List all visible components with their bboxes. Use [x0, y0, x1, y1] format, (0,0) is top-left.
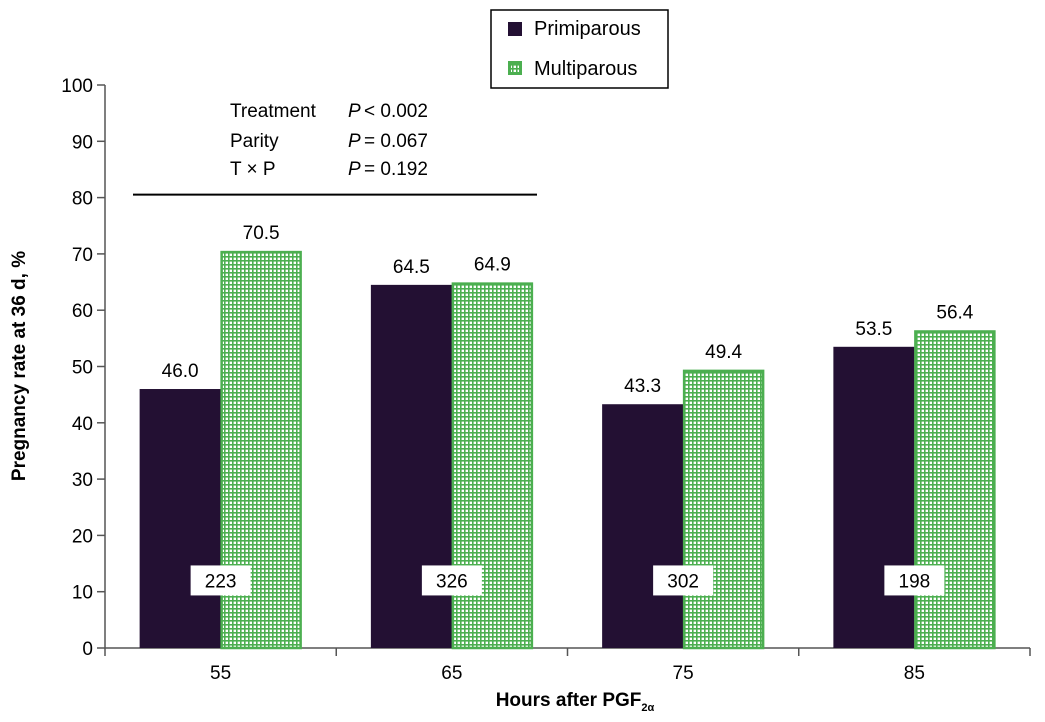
- y-tick-label: 0: [82, 639, 93, 660]
- y-tick-label: 60: [72, 301, 93, 322]
- data-label: 56.4: [936, 302, 973, 323]
- y-tick-label: 30: [72, 470, 93, 491]
- x-ticks: 55 65 75 85: [104, 648, 1031, 684]
- y-tick-label: 20: [72, 526, 93, 547]
- stats-effect: Parity: [230, 131, 279, 152]
- data-label: 46.0: [162, 361, 199, 382]
- data-label: 64.5: [393, 257, 430, 278]
- count-label: 326: [436, 571, 468, 592]
- x-axis-label-main: Hours after PGF: [496, 690, 642, 711]
- stats-p-symbol: P: [348, 159, 361, 180]
- bar-multiparous: [682, 369, 765, 650]
- bar-primiparous: [139, 389, 221, 648]
- stats-effect: Treatment: [230, 101, 317, 122]
- x-tick-label: 85: [904, 663, 925, 684]
- count-label: 198: [899, 571, 931, 592]
- y-ticks: 0 10 20 30 40 50 60 70 80 90 100: [61, 76, 105, 660]
- legend-label-primiparous: Primiparous: [534, 18, 641, 40]
- bar-multiparous: [914, 330, 996, 650]
- stats-p-value: < 0.002: [364, 101, 428, 122]
- stats-p-symbol: P: [348, 101, 361, 122]
- bars: 46.0 70.5 223 64.5 64.9 326 43.3 49.4 302 53.5 56.…: [139, 223, 996, 650]
- x-tick-label: 65: [441, 663, 462, 684]
- x-tick-label: 55: [210, 663, 231, 684]
- y-tick-label: 90: [72, 132, 93, 153]
- bar-multiparous: [451, 282, 534, 650]
- count-box: [653, 565, 714, 596]
- stats-p-symbol: P: [348, 131, 361, 152]
- bar-primiparous: [833, 346, 915, 648]
- y-tick-label: 70: [72, 245, 93, 266]
- y-tick-label: 10: [72, 583, 93, 604]
- count-box: [190, 565, 251, 596]
- stats-p-value: = 0.067: [364, 131, 428, 152]
- count-box: [421, 565, 482, 596]
- y-tick-label: 40: [72, 414, 93, 435]
- data-label: 53.5: [855, 319, 892, 340]
- y-axis-label: Pregnancy rate at 36 d, %: [9, 251, 30, 481]
- data-label: 43.3: [624, 376, 661, 397]
- count-box: [884, 565, 945, 596]
- data-label: 64.9: [474, 255, 511, 276]
- x-tick-label: 75: [673, 663, 694, 684]
- legend: Primiparous Multiparous: [490, 9, 669, 89]
- legend-swatch-multiparous-inner: [511, 64, 519, 72]
- x-axis-label-subscript: 2α: [641, 702, 654, 714]
- y-tick-label: 100: [61, 76, 93, 97]
- count-label: 302: [667, 571, 699, 592]
- count-label: 223: [205, 571, 237, 592]
- legend-label-multiparous: Multiparous: [534, 58, 637, 80]
- legend-swatch-primiparous: [508, 22, 522, 36]
- y-tick-label: 50: [72, 358, 93, 379]
- stats-effect: T × P: [230, 159, 276, 180]
- y-tick-label: 80: [72, 189, 93, 210]
- data-label: 49.4: [705, 342, 742, 363]
- stats-p-value: = 0.192: [364, 159, 428, 180]
- data-label: 70.5: [243, 223, 280, 244]
- bar-primiparous: [602, 404, 684, 648]
- x-axis-label: Hours after PGF2α: [496, 690, 655, 714]
